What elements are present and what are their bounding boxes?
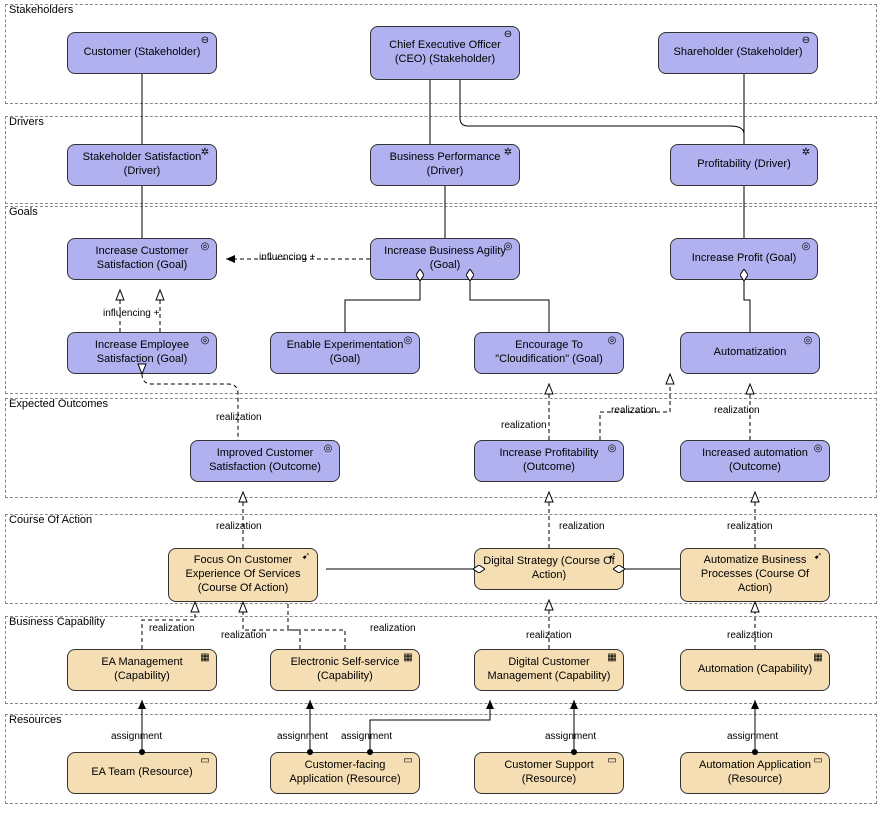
edge-label: realization <box>726 521 774 532</box>
edge-label: realization <box>558 521 606 532</box>
node-inc-auto-out: Increased automation (Outcome)◎ <box>680 440 830 482</box>
node-imp-cust-sat: Improved Customer Satisfaction (Outcome)… <box>190 440 340 482</box>
driver-icon: ✲ <box>198 148 212 160</box>
coa-icon: ➹ <box>811 552 825 564</box>
edge-label: realization <box>525 630 573 641</box>
node-digital-strategy: Digital Strategy (Course Of Action)➹ <box>474 548 624 590</box>
edge-label: influencing + <box>258 252 316 263</box>
resource-icon: ▭ <box>198 756 212 768</box>
edge-label: influencing + <box>102 308 160 319</box>
node-encourage-cloud: Encourage To "Cloudification" (Goal)◎ <box>474 332 624 374</box>
section-label: Goals <box>9 206 38 218</box>
edge-label: assignment <box>276 731 329 742</box>
node-customer: Customer (Stakeholder)⊖ <box>67 32 217 74</box>
edge-label: assignment <box>544 731 597 742</box>
goal-icon: ◎ <box>799 242 813 254</box>
section-label: Stakeholders <box>9 4 73 16</box>
capability-icon: ▦ <box>401 653 415 665</box>
node-cust-facing-app: Customer-facing Application (Resource)▭ <box>270 752 420 794</box>
edge-label: realization <box>369 623 417 634</box>
section-label: Expected Outcomes <box>9 398 108 410</box>
edge-label: realization <box>215 412 263 423</box>
section-label: Drivers <box>9 116 44 128</box>
node-automatization: Automatization◎ <box>680 332 820 374</box>
goal-icon: ◎ <box>198 242 212 254</box>
edge-label: realization <box>713 405 761 416</box>
driver-icon: ✲ <box>799 148 813 160</box>
section-label: Resources <box>9 714 62 726</box>
edge-label: realization <box>220 630 268 641</box>
coa-icon: ➹ <box>299 552 313 564</box>
node-elec-self: Electronic Self-service (Capability)▦ <box>270 649 420 691</box>
edge-label: assignment <box>110 731 163 742</box>
node-ea-mgmt: EA Management (Capability)▦ <box>67 649 217 691</box>
node-ceo: Chief Executive Officer (CEO) (Stakehold… <box>370 26 520 80</box>
resource-icon: ▭ <box>401 756 415 768</box>
section-label: Course Of Action <box>9 514 92 526</box>
outcome-icon: ◎ <box>811 444 825 456</box>
node-enable-exp: Enable Experimentation (Goal)◎ <box>270 332 420 374</box>
resource-icon: ▭ <box>605 756 619 768</box>
coa-icon: ➹ <box>605 552 619 564</box>
goal-icon: ◎ <box>501 242 515 254</box>
edge-label: realization <box>726 630 774 641</box>
node-profitability: Profitability (Driver)✲ <box>670 144 818 186</box>
outcome-icon: ◎ <box>605 444 619 456</box>
node-dig-cust-mgmt: Digital Customer Management (Capability)… <box>474 649 624 691</box>
stakeholder-icon: ⊖ <box>198 36 212 48</box>
node-automation-cap: Automation (Capability)▦ <box>680 649 830 691</box>
node-shareholder: Shareholder (Stakeholder)⊖ <box>658 32 818 74</box>
node-biz-perf: Business Performance (Driver)✲ <box>370 144 520 186</box>
node-stakeholder-sat: Stakeholder Satisfaction (Driver)✲ <box>67 144 217 186</box>
node-cust-support: Customer Support (Resource)▭ <box>474 752 624 794</box>
node-focus-cust: Focus On Customer Experience Of Services… <box>168 548 318 602</box>
stakeholder-icon: ⊖ <box>799 36 813 48</box>
capability-icon: ▦ <box>198 653 212 665</box>
node-inc-profit: Increase Profit (Goal)◎ <box>670 238 818 280</box>
outcome-icon: ◎ <box>321 444 335 456</box>
capability-icon: ▦ <box>811 653 825 665</box>
goal-icon: ◎ <box>801 336 815 348</box>
node-inc-biz-agility: Increase Business Agility (Goal)◎ <box>370 238 520 280</box>
node-auto-app: Automation Application (Resource)▭ <box>680 752 830 794</box>
edge-label: assignment <box>726 731 779 742</box>
driver-icon: ✲ <box>501 148 515 160</box>
capability-icon: ▦ <box>605 653 619 665</box>
goal-icon: ◎ <box>401 336 415 348</box>
node-auto-biz-proc: Automatize Business Processes (Course Of… <box>680 548 830 602</box>
node-ea-team: EA Team (Resource)▭ <box>67 752 217 794</box>
goal-icon: ◎ <box>198 336 212 348</box>
edge-label: realization <box>500 420 548 431</box>
stakeholder-icon: ⊖ <box>501 30 515 42</box>
edge-label: realization <box>610 405 658 416</box>
goal-icon: ◎ <box>605 336 619 348</box>
edge-label: assignment <box>340 731 393 742</box>
edge-label: realization <box>215 521 263 532</box>
resource-icon: ▭ <box>811 756 825 768</box>
edge-label: realization <box>148 623 196 634</box>
section-label: Business Capability <box>9 616 105 628</box>
node-inc-emp-sat: Increase Employee Satisfaction (Goal)◎ <box>67 332 217 374</box>
node-inc-profit-out: Increase Profitability (Outcome)◎ <box>474 440 624 482</box>
node-inc-cust-sat: Increase Customer Satisfaction (Goal)◎ <box>67 238 217 280</box>
